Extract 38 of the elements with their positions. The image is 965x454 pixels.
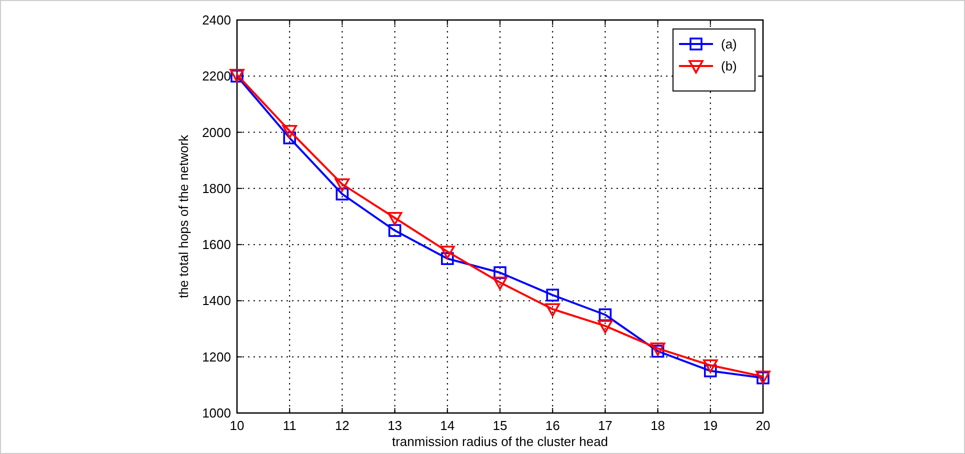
x-tick-label: 16: [545, 418, 560, 433]
point: [282, 124, 297, 138]
x-tick-label: 10: [230, 418, 244, 433]
y-tick-label: 2200: [202, 68, 231, 84]
point: [494, 266, 506, 280]
y-tick-label: 1400: [202, 293, 231, 308]
x-tick-label: 15: [492, 418, 508, 433]
legend-label: (b): [721, 58, 737, 74]
point: [492, 276, 508, 290]
x-tick-label: 17: [598, 418, 612, 433]
y-tick-label: 1200: [202, 349, 231, 364]
x-tick-label: 13: [388, 418, 402, 433]
point: [336, 188, 349, 200]
point: [387, 212, 402, 226]
point: [546, 288, 559, 302]
y-tick-label: 2000: [202, 124, 231, 140]
point: [440, 246, 455, 259]
x-tick-label: 18: [650, 418, 666, 433]
x-tick-label: 20: [756, 418, 770, 433]
point: [545, 303, 560, 317]
x-tick-label: 19: [703, 418, 718, 433]
y-axis-title: the total hops of the network: [176, 134, 191, 298]
point: [598, 308, 612, 322]
point: [598, 320, 613, 334]
x-axis-title: tranmission radius of the cluster head: [392, 434, 608, 449]
point: [703, 359, 718, 373]
x-tick-label: 12: [334, 418, 350, 433]
y-tick-label: 2400: [202, 12, 231, 28]
x-tick-label: 14: [440, 418, 455, 433]
point: [388, 224, 402, 237]
x-tick-label: 11: [282, 418, 296, 433]
point: [704, 364, 717, 378]
point: [441, 252, 454, 266]
y-tick-label: 1000: [202, 406, 231, 420]
legend-label: (a): [721, 36, 737, 52]
point: [334, 178, 350, 192]
y-tick-label: 1600: [202, 237, 231, 252]
y-tick-label: 1800: [202, 180, 231, 196]
